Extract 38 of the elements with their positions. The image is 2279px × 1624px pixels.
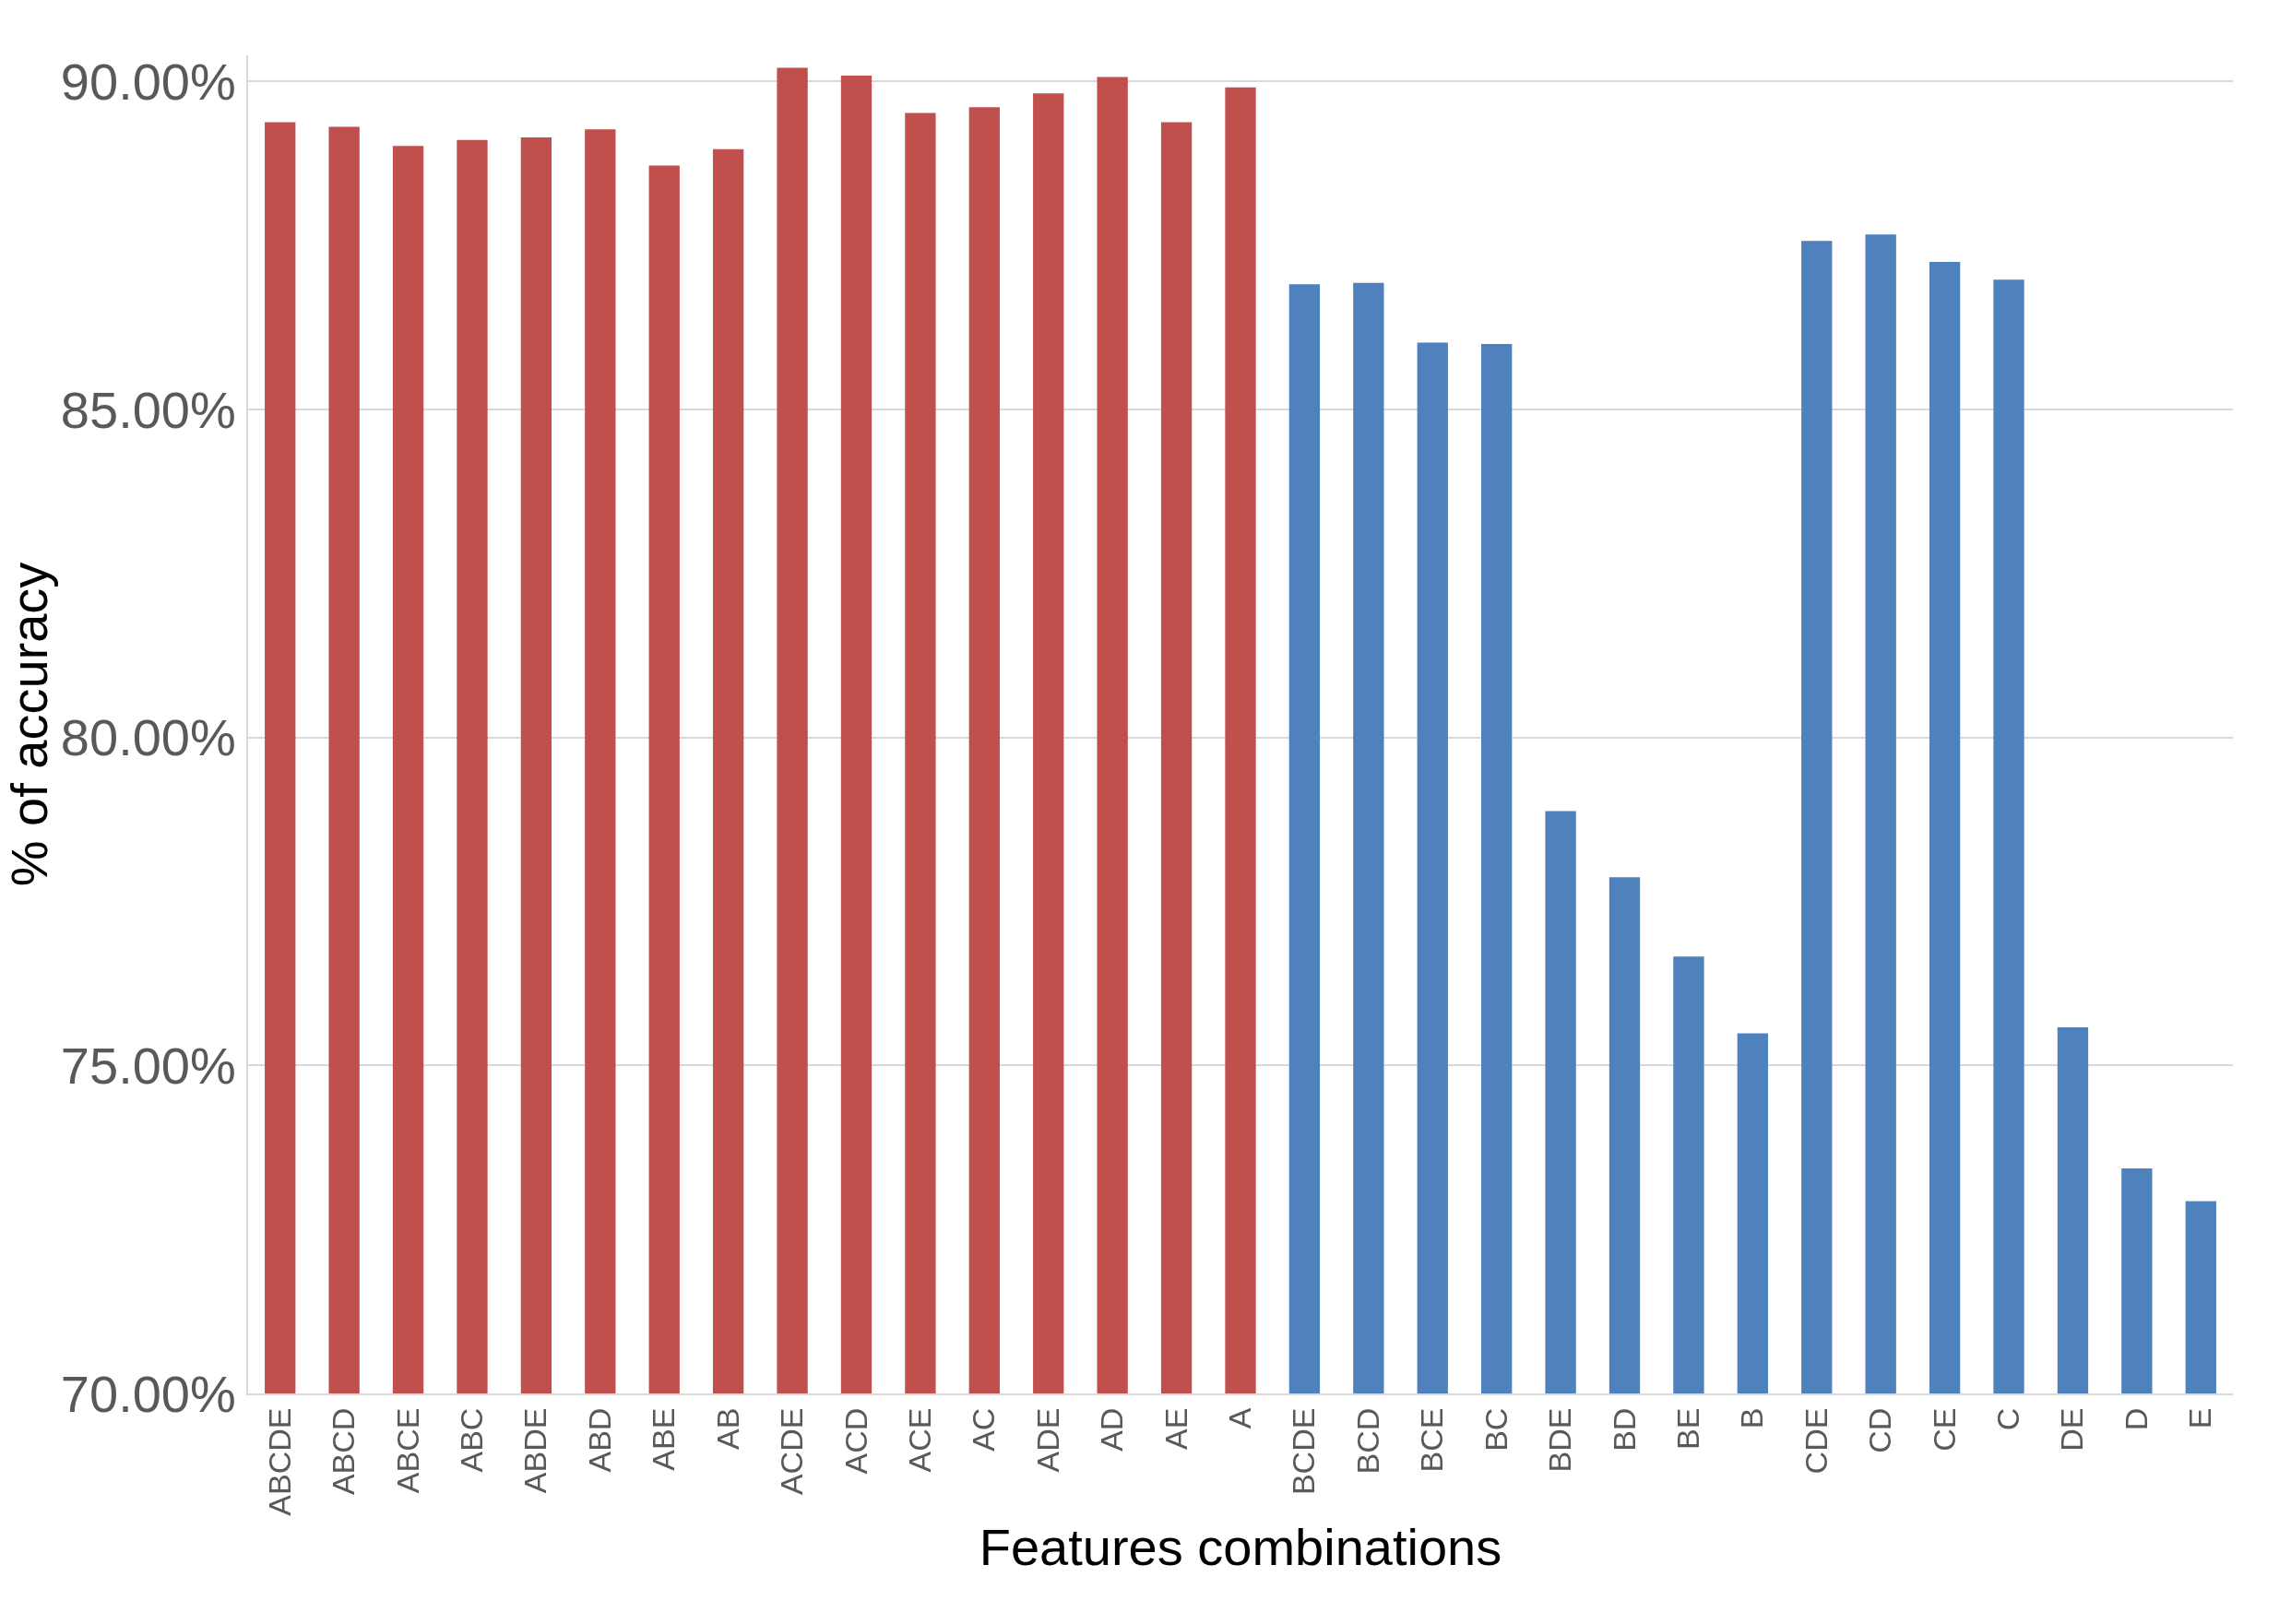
- y-tick-label: 80.00%: [60, 708, 236, 767]
- y-axis-title: % of accuracy: [0, 562, 58, 887]
- x-tick-label: BCE: [1414, 1407, 1450, 1473]
- x-tick-label: ACD: [837, 1407, 873, 1475]
- x-tick-label: ABCE: [389, 1407, 425, 1494]
- x-tick-label: BDE: [1542, 1407, 1578, 1473]
- x-tick-label: ACE: [901, 1407, 937, 1473]
- x-tick-label: ADE: [1029, 1407, 1065, 1473]
- x-tick-label: CE: [1926, 1407, 1962, 1452]
- x-tick-label: ABDE: [517, 1407, 553, 1494]
- y-tick-label: 70.00%: [60, 1364, 236, 1423]
- x-tick-label: CD: [1862, 1407, 1898, 1453]
- x-tick-label: BCD: [1349, 1407, 1385, 1475]
- x-axis-title: Features combinations: [979, 1517, 1502, 1576]
- x-tick-label: AE: [1157, 1407, 1193, 1450]
- x-tick-label: B: [1734, 1407, 1770, 1429]
- y-tick-label: 75.00%: [60, 1036, 236, 1095]
- x-tick-label: AC: [966, 1407, 1002, 1452]
- x-tick-label: E: [2182, 1407, 2218, 1429]
- x-tick-label: A: [1222, 1407, 1258, 1429]
- x-tick-label: CDE: [1798, 1407, 1834, 1475]
- x-tick-label: AB: [709, 1407, 745, 1450]
- x-tick-label: AD: [1094, 1407, 1130, 1452]
- x-tick-label: D: [2118, 1407, 2154, 1431]
- x-tick-label: BE: [1669, 1407, 1705, 1450]
- x-tick-label: ABC: [454, 1407, 490, 1473]
- x-tick-label: C: [1990, 1407, 2026, 1431]
- x-tick-label: ACDE: [774, 1407, 810, 1496]
- x-tick-label: BC: [1478, 1407, 1513, 1452]
- x-tick-label: ABCD: [326, 1407, 362, 1496]
- x-tick-label: ABD: [581, 1407, 617, 1473]
- x-tick-label: ABE: [646, 1407, 682, 1471]
- x-tick-label: BD: [1606, 1407, 1642, 1452]
- x-tick-label: DE: [2054, 1407, 2090, 1452]
- y-tick-label: 85.00%: [60, 380, 236, 439]
- x-tick-label: BCDE: [1286, 1407, 1322, 1496]
- x-tick-label: ABCDE: [261, 1407, 297, 1516]
- y-tick-label: 90.00%: [60, 53, 236, 112]
